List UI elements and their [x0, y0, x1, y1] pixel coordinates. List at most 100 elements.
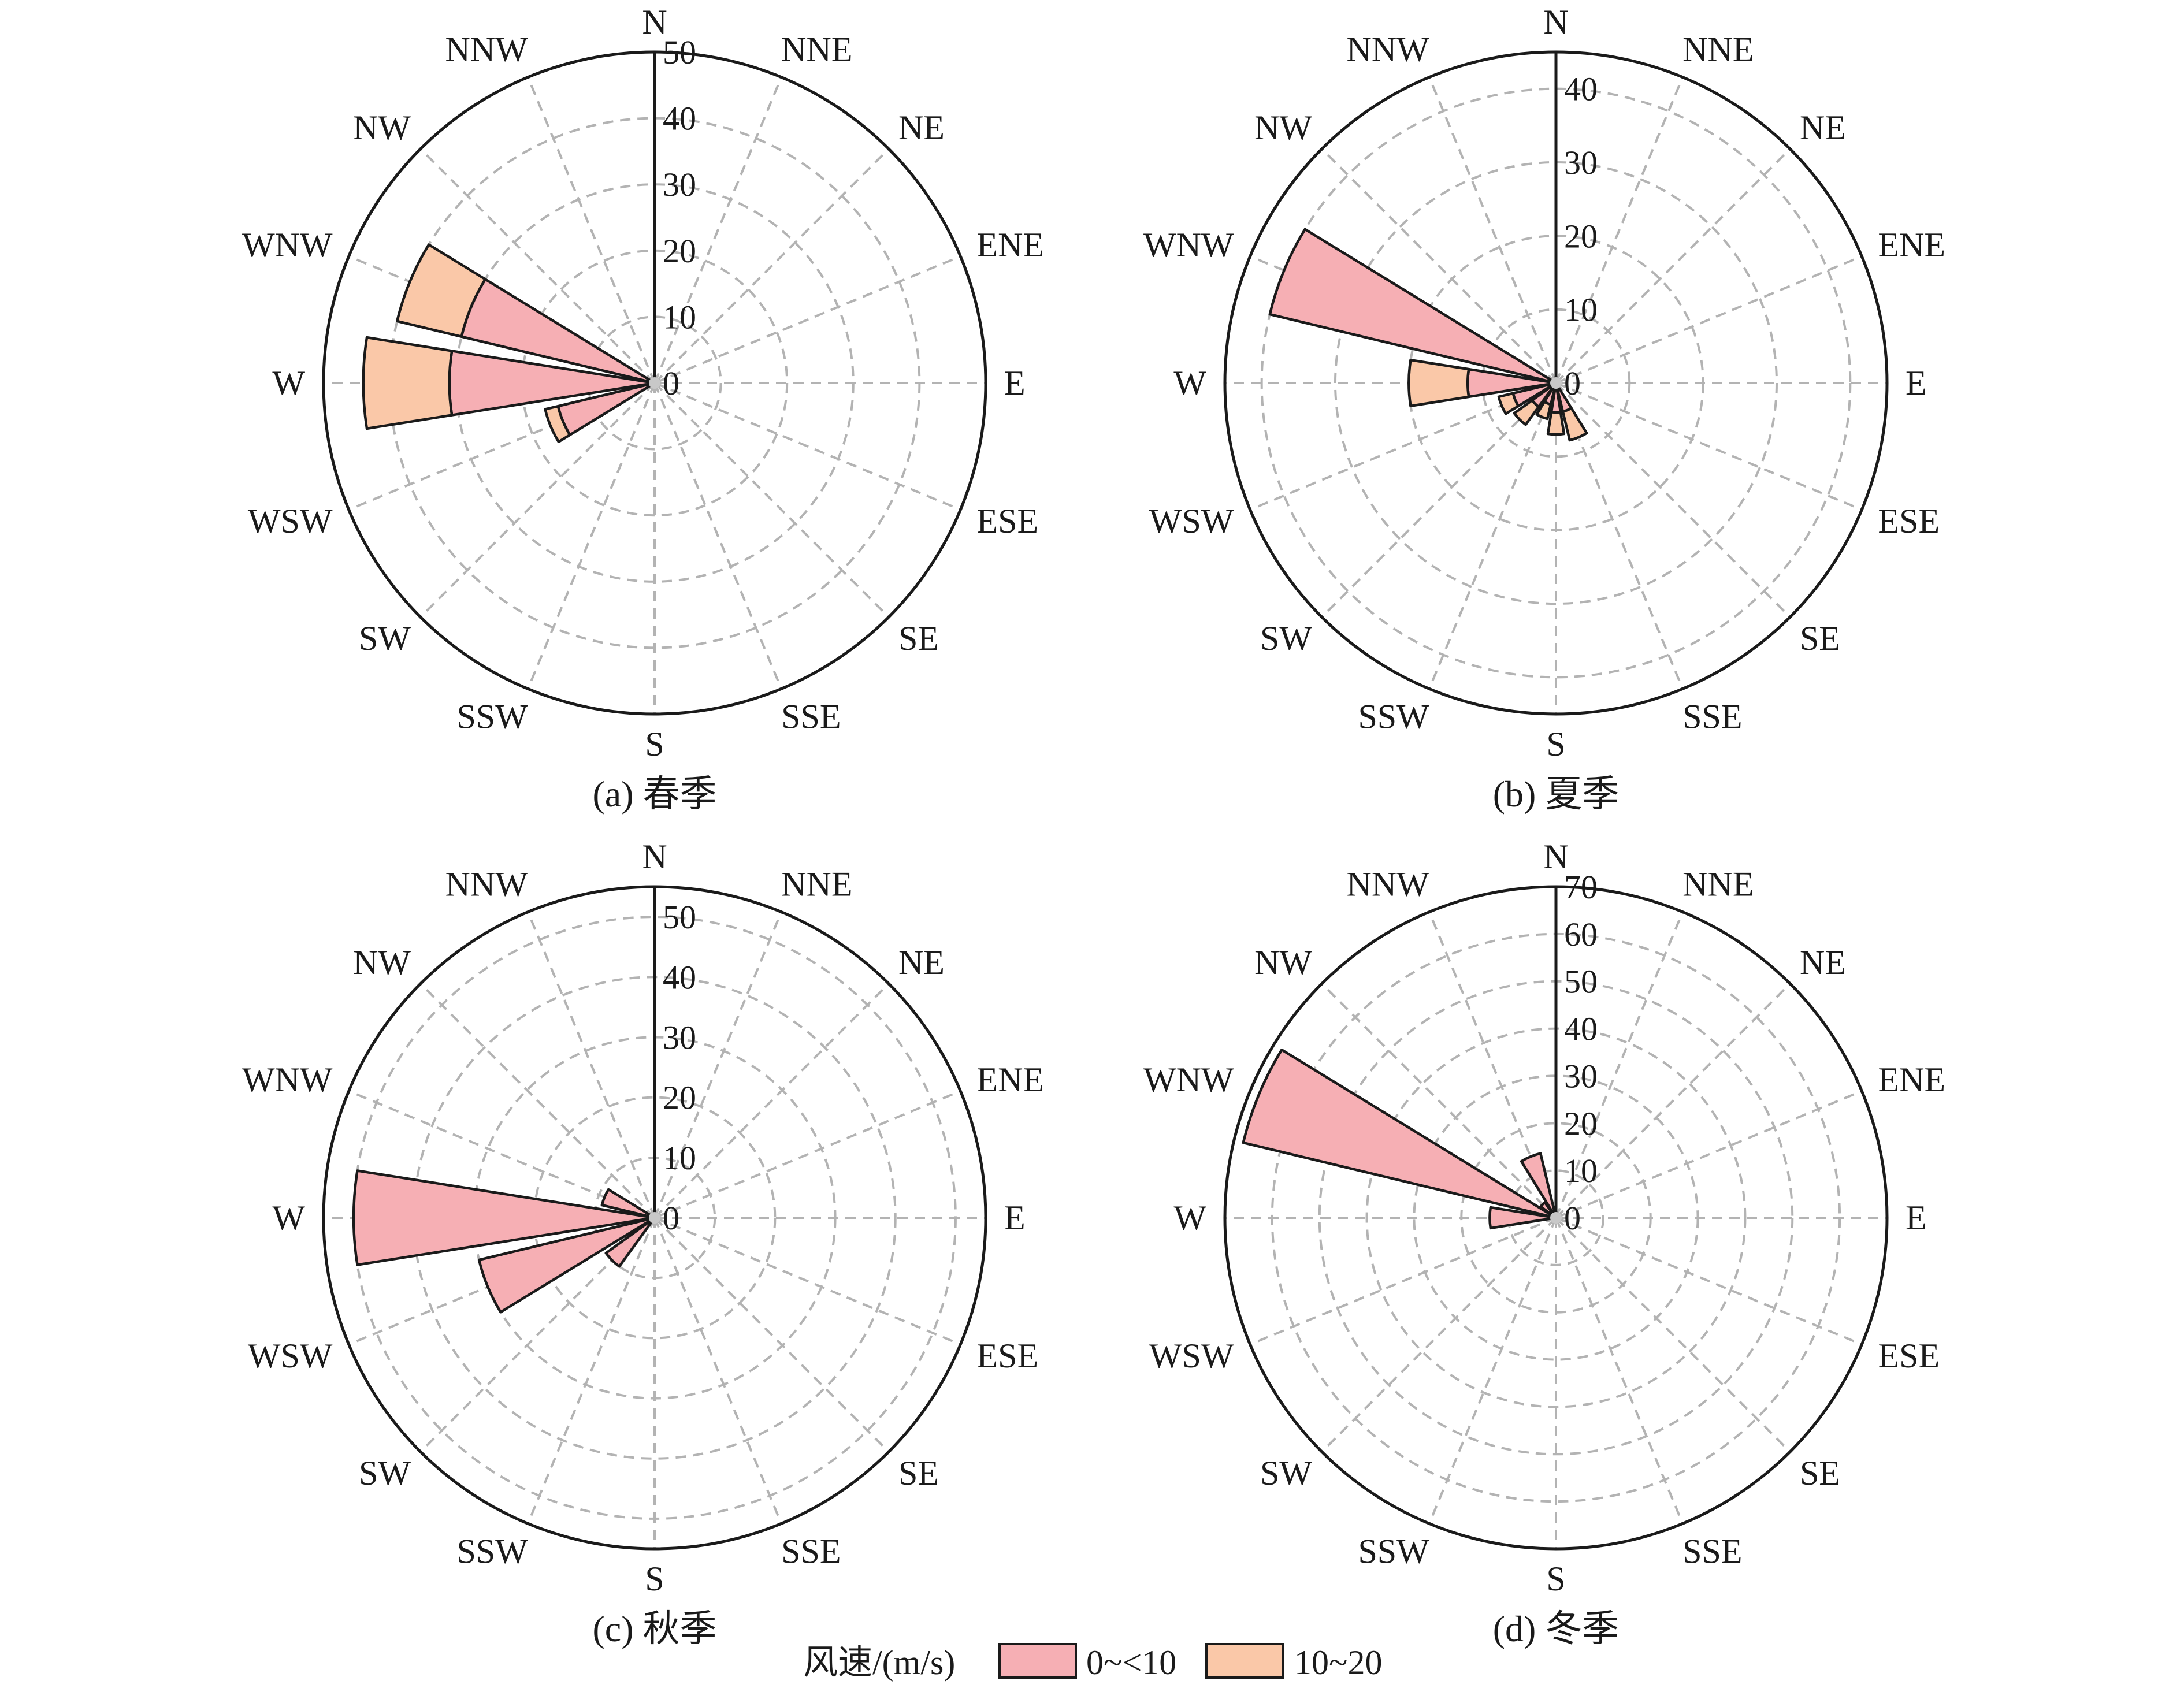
radial-tick-label: 20: [1564, 217, 1598, 255]
direction-label-wnw: WNW: [242, 1061, 333, 1099]
radial-tick-label: 50: [1564, 963, 1598, 1001]
direction-label-ne: NE: [898, 943, 945, 981]
legend: 风速/(m/s) 0~<10 10~20: [803, 1643, 1382, 1682]
radial-tick-label: 10: [663, 298, 696, 336]
wedge-SSW-bin-10-20: [1535, 400, 1552, 421]
radial-tick-label: 10: [1564, 291, 1598, 329]
direction-label-ene: ENE: [1878, 226, 1945, 264]
radial-tick-label: 0: [1564, 1199, 1581, 1237]
direction-label-sw: SW: [359, 619, 411, 657]
direction-label-sw: SW: [1260, 619, 1312, 657]
panel-caption-4: (d) 冬季: [1493, 1608, 1620, 1649]
direction-label-wsw: WSW: [248, 1337, 333, 1375]
radial-tick-label: 0: [1564, 365, 1581, 402]
direction-label-ssw: SSW: [456, 1532, 528, 1570]
radial-tick-label: 30: [1564, 144, 1598, 181]
direction-label-ne: NE: [1800, 943, 1846, 981]
panel-caption-2: (b) 夏季: [1493, 774, 1620, 815]
direction-label-n: N: [642, 3, 667, 41]
grid-spoke: [1555, 382, 1863, 511]
direction-label-se: SE: [898, 1454, 939, 1492]
direction-label-ssw: SSW: [1358, 697, 1429, 735]
direction-label-sw: SW: [1260, 1454, 1312, 1492]
direction-label-sse: SSE: [1682, 697, 1742, 735]
direction-label-w: W: [272, 364, 305, 402]
direction-label-nnw: NNW: [1347, 31, 1430, 69]
legend-label-0-10: 0~<10: [1086, 1644, 1176, 1682]
direction-label-wnw: WNW: [242, 226, 333, 264]
radial-tick-label: 30: [663, 166, 696, 203]
direction-label-sse: SSE: [781, 1532, 841, 1570]
windrose-panel-4: 0 10 20 30 40 50 60 70N NNE NE ENE E ESE SE SSE S SSW SW W…: [1143, 838, 1945, 1649]
direction-label-ese: ESE: [1878, 502, 1940, 540]
legend-swatch-0-10: [998, 1643, 1077, 1679]
panel-caption-1: (a) 春季: [592, 774, 716, 815]
wedge-SW-bin-10-20: [1513, 399, 1540, 426]
wedge-WNW-bin-0-10: [600, 1188, 656, 1219]
direction-label-nw: NW: [353, 109, 411, 147]
grid-spoke: [419, 382, 656, 618]
grid-spoke: [653, 1217, 783, 1525]
radial-tick-label: 60: [1564, 916, 1598, 953]
grid-spoke: [1555, 1217, 1684, 1525]
windrose-panel-1: 0 10 20 30 40 50N NNE NE ENE E ESE SE SSE S SSW SW WSW W W…: [242, 3, 1044, 815]
radial-tick-label: 50: [663, 898, 696, 936]
grid-spoke: [1555, 255, 1863, 384]
direction-label-sse: SSE: [1682, 1532, 1742, 1570]
wedge-W-bin-10-20: [1407, 358, 1470, 408]
legend-title: 风速/(m/s): [803, 1644, 955, 1682]
radial-tick-label: 40: [663, 100, 696, 137]
grid-spoke: [1321, 382, 1557, 618]
wedge-WSW-bin-10-20: [1497, 392, 1520, 415]
direction-label-nne: NNE: [1682, 31, 1754, 69]
center-dot: [649, 377, 660, 389]
legend-swatch-10-20: [1205, 1643, 1284, 1679]
direction-label-wnw: WNW: [1143, 1061, 1234, 1099]
wedge-WSW-bin-10-20: [544, 404, 571, 444]
grid-spoke: [1555, 148, 1791, 384]
grid-spoke: [1555, 1090, 1863, 1219]
windrose-panel-2: 0 10 20 30 40 N NNE NE ENE E ESE SE SSE S SSW SW WSW W WNW…: [1143, 3, 1945, 815]
grid-spoke: [526, 1217, 656, 1525]
direction-label-ese: ESE: [976, 502, 1038, 540]
direction-label-nnw: NNW: [445, 865, 529, 904]
grid-spoke: [1321, 1217, 1557, 1453]
grid-spoke: [1249, 1217, 1557, 1346]
radial-tick-label: 30: [1564, 1057, 1598, 1095]
direction-label-nnw: NNW: [445, 31, 529, 69]
direction-label-nw: NW: [353, 943, 411, 981]
direction-label-w: W: [272, 1199, 305, 1237]
grid-ring: [533, 1096, 777, 1340]
wedge-SSE-bin-10-20: [1561, 407, 1588, 442]
direction-label-e: E: [1004, 1199, 1026, 1237]
grid-ring: [1260, 87, 1852, 679]
wedge-WNW-bin-0-10: [1242, 1048, 1558, 1219]
panel-caption-3: (c) 秋季: [592, 1608, 716, 1649]
radial-tick-label: 20: [663, 1079, 696, 1117]
direction-label-n: N: [1543, 3, 1568, 41]
direction-label-e: E: [1906, 1199, 1927, 1237]
grid-spoke: [653, 148, 890, 384]
direction-label-ese: ESE: [976, 1337, 1038, 1375]
direction-label-nw: NW: [1254, 109, 1312, 147]
direction-label-sse: SSE: [781, 697, 841, 735]
direction-label-se: SE: [1800, 619, 1840, 657]
direction-label-s: S: [1546, 725, 1565, 763]
direction-label-e: E: [1004, 364, 1026, 402]
direction-label-se: SE: [898, 619, 939, 657]
direction-label-wnw: WNW: [1143, 226, 1234, 264]
radial-tick-label: 20: [1564, 1105, 1598, 1142]
grid-spoke: [1555, 911, 1684, 1218]
direction-label-ene: ENE: [1878, 1061, 1945, 1099]
direction-label-se: SE: [1800, 1454, 1840, 1492]
grid-spoke: [653, 382, 890, 618]
grid-spoke: [653, 76, 783, 384]
grid-ring: [587, 315, 722, 451]
direction-label-e: E: [1906, 364, 1927, 402]
direction-label-ene: ENE: [976, 226, 1044, 264]
wedge-WNW-bin-0-10: [1268, 228, 1558, 385]
grid-spoke: [1321, 983, 1557, 1219]
grid-spoke: [653, 983, 890, 1219]
direction-label-s: S: [1546, 1560, 1565, 1598]
grid-ring: [1334, 161, 1778, 605]
